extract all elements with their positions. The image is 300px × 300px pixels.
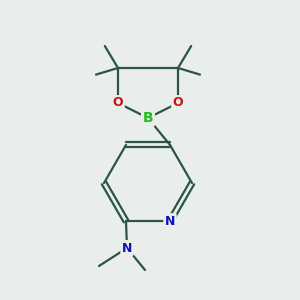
- Text: N: N: [122, 242, 132, 254]
- Text: O: O: [113, 97, 123, 110]
- Text: O: O: [173, 97, 183, 110]
- Text: B: B: [143, 111, 153, 125]
- Text: N: N: [165, 214, 175, 228]
